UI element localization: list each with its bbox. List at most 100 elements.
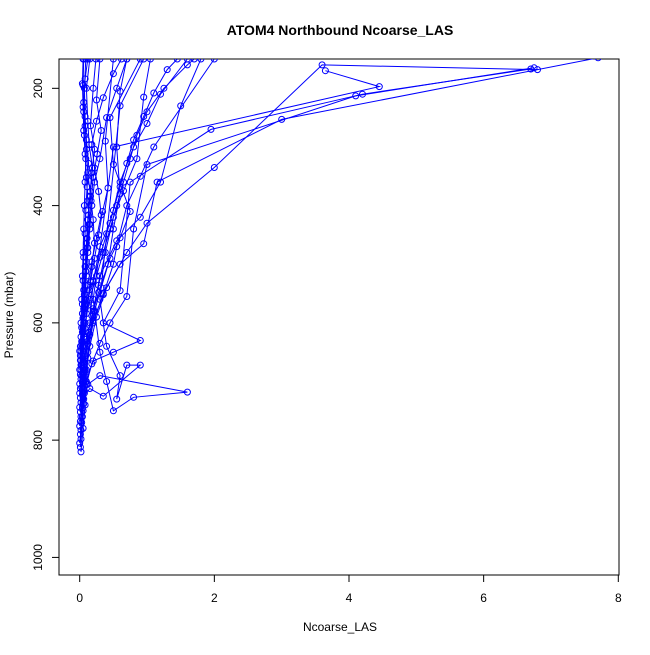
- y-axis-label: Pressure (mbar): [2, 272, 16, 359]
- data-point: [130, 225, 138, 233]
- data-point: [91, 164, 98, 172]
- series-layer: [76, 59, 602, 456]
- data-point: [150, 89, 158, 97]
- data-point: [80, 291, 88, 299]
- data-point: [95, 231, 103, 239]
- y-tick-label: 1000: [31, 544, 45, 571]
- x-tick-label: 0: [76, 591, 83, 605]
- data-point: [534, 66, 541, 74]
- data-point: [89, 164, 96, 172]
- data-point: [530, 64, 538, 72]
- data-point: [93, 272, 100, 280]
- data-point: [81, 230, 89, 238]
- data-point: [77, 426, 85, 434]
- data-point: [81, 178, 89, 186]
- data-point: [318, 61, 326, 69]
- data-point: [76, 380, 84, 388]
- chart-title: ATOM4 Northbound Ncoarse_LAS: [227, 22, 454, 38]
- data-point: [89, 277, 97, 285]
- data-point: [123, 361, 131, 369]
- data-point: [77, 435, 85, 443]
- series-line: [80, 59, 195, 347]
- data-point: [76, 417, 84, 425]
- data-point: [109, 206, 117, 214]
- data-point: [80, 127, 88, 134]
- data-point: [136, 172, 144, 180]
- series-line: [80, 59, 151, 403]
- profile-series: [76, 65, 535, 438]
- data-point: [130, 143, 138, 151]
- data-point: [82, 267, 90, 275]
- data-point: [97, 127, 105, 134]
- x-axis: 0 2 4 6 8: [76, 574, 622, 605]
- data-point: [76, 385, 84, 392]
- data-point: [109, 213, 117, 221]
- data-point: [81, 122, 89, 130]
- data-point: [76, 403, 84, 411]
- data-point: [82, 145, 90, 153]
- series-line: [79, 59, 595, 444]
- data-point: [84, 169, 92, 177]
- data-point: [113, 202, 121, 210]
- data-point: [106, 225, 114, 233]
- profile-series: [77, 64, 538, 443]
- data-point: [109, 407, 117, 415]
- data-point: [123, 159, 131, 167]
- data-point: [80, 98, 88, 106]
- data-point: [103, 230, 111, 238]
- data-point: [210, 59, 218, 63]
- profile-series: [77, 59, 198, 350]
- data-point: [76, 347, 84, 355]
- y-tick-label: 600: [31, 313, 45, 333]
- series-line: [79, 59, 114, 398]
- data-point: [81, 150, 89, 158]
- data-point: [79, 277, 87, 285]
- x-tick-label: 6: [480, 591, 487, 605]
- data-point: [133, 155, 141, 163]
- data-point: [86, 220, 94, 228]
- data-point: [136, 213, 144, 221]
- x-tick-label: 2: [211, 591, 218, 605]
- data-point: [133, 131, 141, 139]
- data-point: [86, 385, 94, 392]
- data-point: [207, 125, 215, 133]
- data-point: [104, 184, 112, 192]
- data-point: [77, 448, 85, 456]
- data-point: [116, 287, 124, 295]
- data-point: [96, 372, 104, 380]
- data-point: [81, 75, 89, 83]
- data-point: [99, 392, 107, 400]
- data-point: [146, 59, 154, 63]
- data-point: [116, 260, 124, 268]
- data-point: [88, 258, 96, 266]
- data-point: [126, 208, 134, 215]
- data-point: [197, 59, 205, 63]
- data-point: [77, 413, 85, 421]
- data-point: [321, 67, 329, 75]
- data-point: [96, 348, 104, 356]
- data-point: [76, 389, 84, 397]
- data-point: [150, 143, 158, 151]
- data-point: [77, 356, 85, 364]
- data-point: [109, 59, 117, 63]
- data-point: [99, 249, 107, 256]
- data-point: [89, 84, 97, 92]
- data-point: [97, 211, 105, 219]
- series-line: [79, 59, 188, 422]
- data-point: [80, 202, 88, 210]
- data-point: [143, 108, 151, 116]
- data-point: [92, 59, 100, 63]
- data-point: [76, 430, 84, 438]
- data-point: [81, 319, 89, 327]
- data-point: [113, 143, 121, 151]
- data-point: [210, 164, 218, 171]
- data-point: [352, 92, 360, 100]
- data-point: [123, 59, 131, 63]
- data-point: [88, 141, 96, 149]
- data-point: [99, 94, 107, 102]
- data-point: [153, 178, 161, 186]
- data-point: [79, 59, 87, 63]
- data-point: [93, 117, 100, 125]
- data-point: [116, 234, 124, 242]
